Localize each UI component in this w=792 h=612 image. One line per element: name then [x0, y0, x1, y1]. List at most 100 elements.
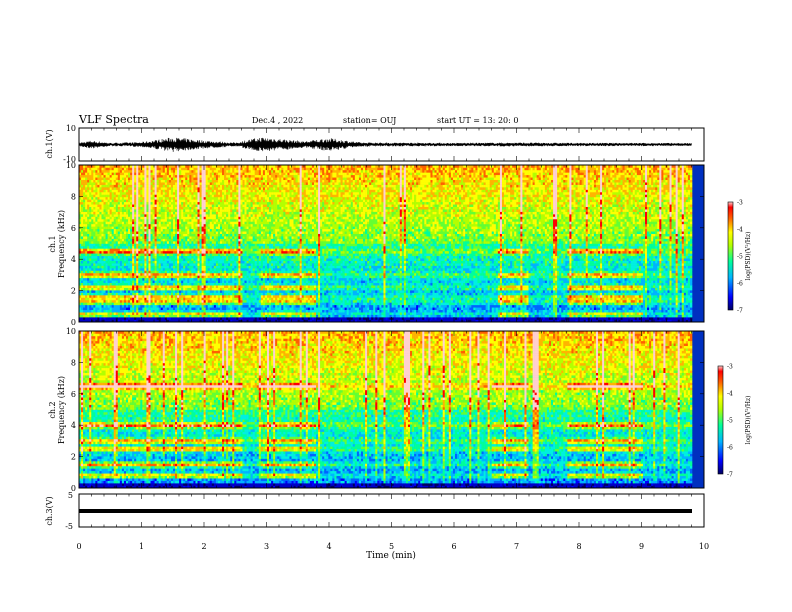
spectrogram-cell — [99, 172, 101, 175]
spectrogram-cell — [136, 310, 138, 313]
spectrogram-cell — [134, 300, 136, 303]
spectrogram-cell — [216, 312, 218, 315]
spectrogram-cell — [195, 239, 197, 242]
spectrogram-cell — [179, 290, 181, 293]
spectrogram-cell — [140, 170, 142, 173]
spectrogram-cell — [220, 175, 222, 178]
spectrogram-cell — [140, 297, 142, 300]
spectrogram-cell — [169, 293, 171, 296]
spectrogram-cell — [104, 263, 106, 266]
spectrogram-cell — [187, 190, 189, 193]
spectrogram-cell — [177, 246, 179, 249]
spectrogram-cell — [202, 288, 204, 291]
spectrogram-cell — [191, 305, 193, 308]
spectrogram-cell — [148, 251, 150, 254]
spectrogram-cell — [89, 185, 91, 188]
spectrogram-cell — [93, 217, 95, 220]
spectrogram-cell — [191, 170, 193, 173]
spectrogram-cell — [155, 300, 157, 303]
spectrogram-cell — [220, 248, 222, 251]
spectrogram-cell — [155, 226, 157, 229]
spectrogram-cell — [195, 202, 197, 205]
spectrogram-cell — [138, 317, 140, 320]
spectrogram-cell — [128, 170, 130, 173]
spectrogram-cell — [95, 244, 97, 247]
spectrogram-cell — [106, 182, 108, 185]
spectrogram-cell — [122, 199, 124, 202]
spectrogram-cell — [187, 275, 189, 278]
spectrogram-cell — [173, 190, 175, 193]
spectrogram-cell — [134, 302, 136, 305]
spectrogram-cell — [83, 217, 85, 220]
spectrogram-cell — [183, 190, 185, 193]
spectrogram-cell — [189, 172, 191, 175]
spectrogram-cell — [132, 219, 134, 222]
spectrogram-cell — [193, 300, 195, 303]
spectrogram-cell — [93, 229, 95, 232]
spectrogram-cell — [202, 202, 204, 205]
spectrogram-cell — [118, 270, 120, 273]
spectrogram-cell — [87, 236, 89, 239]
spectrogram-cell — [226, 317, 228, 320]
spectrogram-cell — [153, 241, 155, 244]
spectrogram-cell — [228, 217, 230, 220]
spectrogram-cell — [144, 194, 146, 197]
spectrogram-cell — [108, 175, 110, 178]
spectrogram-cell — [159, 263, 161, 266]
spectrogram-cell — [173, 256, 175, 259]
spectrogram-cell — [95, 187, 97, 190]
spectrogram-cell — [175, 268, 177, 271]
spectrogram-cell — [144, 229, 146, 232]
spectrogram-cell — [126, 266, 128, 269]
spectrogram-cell — [99, 204, 101, 207]
spectrogram-cell — [153, 212, 155, 215]
spectrogram-cell — [183, 239, 185, 242]
spectrogram-cell — [93, 204, 95, 207]
spectrogram-cell — [183, 273, 185, 276]
spectrogram-cell — [120, 275, 122, 278]
spectrogram-cell — [120, 315, 122, 318]
spectrogram-cell — [104, 256, 106, 259]
spectrogram-cell — [126, 275, 128, 278]
spectrogram-cell — [216, 246, 218, 249]
spectrogram-cell — [83, 182, 85, 185]
spectrogram-cell — [179, 295, 181, 298]
spectrogram-cell — [216, 236, 218, 239]
spectrogram-cell — [95, 270, 97, 273]
spectrogram-cell — [81, 180, 83, 183]
spectrogram-cell — [148, 275, 150, 278]
spectrogram-cell — [216, 177, 218, 180]
spectrogram-cell — [118, 185, 120, 188]
spectrogram-cell — [136, 202, 138, 205]
spectrogram-cell — [106, 187, 108, 190]
spectrogram-cell — [157, 217, 159, 220]
spectrogram-cell — [212, 285, 214, 288]
spectrogram-cell — [116, 239, 118, 242]
spectrogram-cell — [116, 297, 118, 300]
spectrogram-cell — [222, 199, 224, 202]
spectrogram-cell — [230, 315, 232, 318]
spectrogram-cell — [173, 229, 175, 232]
spectrogram-cell — [210, 288, 212, 291]
spectrogram-cell — [81, 253, 83, 256]
spectrogram-cell — [128, 226, 130, 229]
spectrogram-cell — [87, 180, 89, 183]
spectrogram-cell — [171, 290, 173, 293]
spectrogram-cell — [214, 207, 216, 210]
spectrogram-cell — [181, 280, 183, 283]
spectrogram-cell — [159, 241, 161, 244]
spectrogram-cell — [179, 224, 181, 227]
spectrogram-cell — [136, 268, 138, 271]
spectrogram-cell — [206, 192, 208, 195]
spectrogram-cell — [97, 290, 99, 293]
spectrogram-cell — [179, 302, 181, 305]
spectrogram-cell — [167, 187, 169, 190]
spectrogram-cell — [104, 312, 106, 315]
spectrogram-cell — [216, 221, 218, 224]
spectrogram-cell — [161, 283, 163, 286]
spectrogram-cell — [202, 270, 204, 273]
spectrogram-cell — [87, 207, 89, 210]
spectrogram-cell — [167, 177, 169, 180]
spectrogram-cell — [155, 317, 157, 320]
spectrogram-cell — [134, 199, 136, 202]
